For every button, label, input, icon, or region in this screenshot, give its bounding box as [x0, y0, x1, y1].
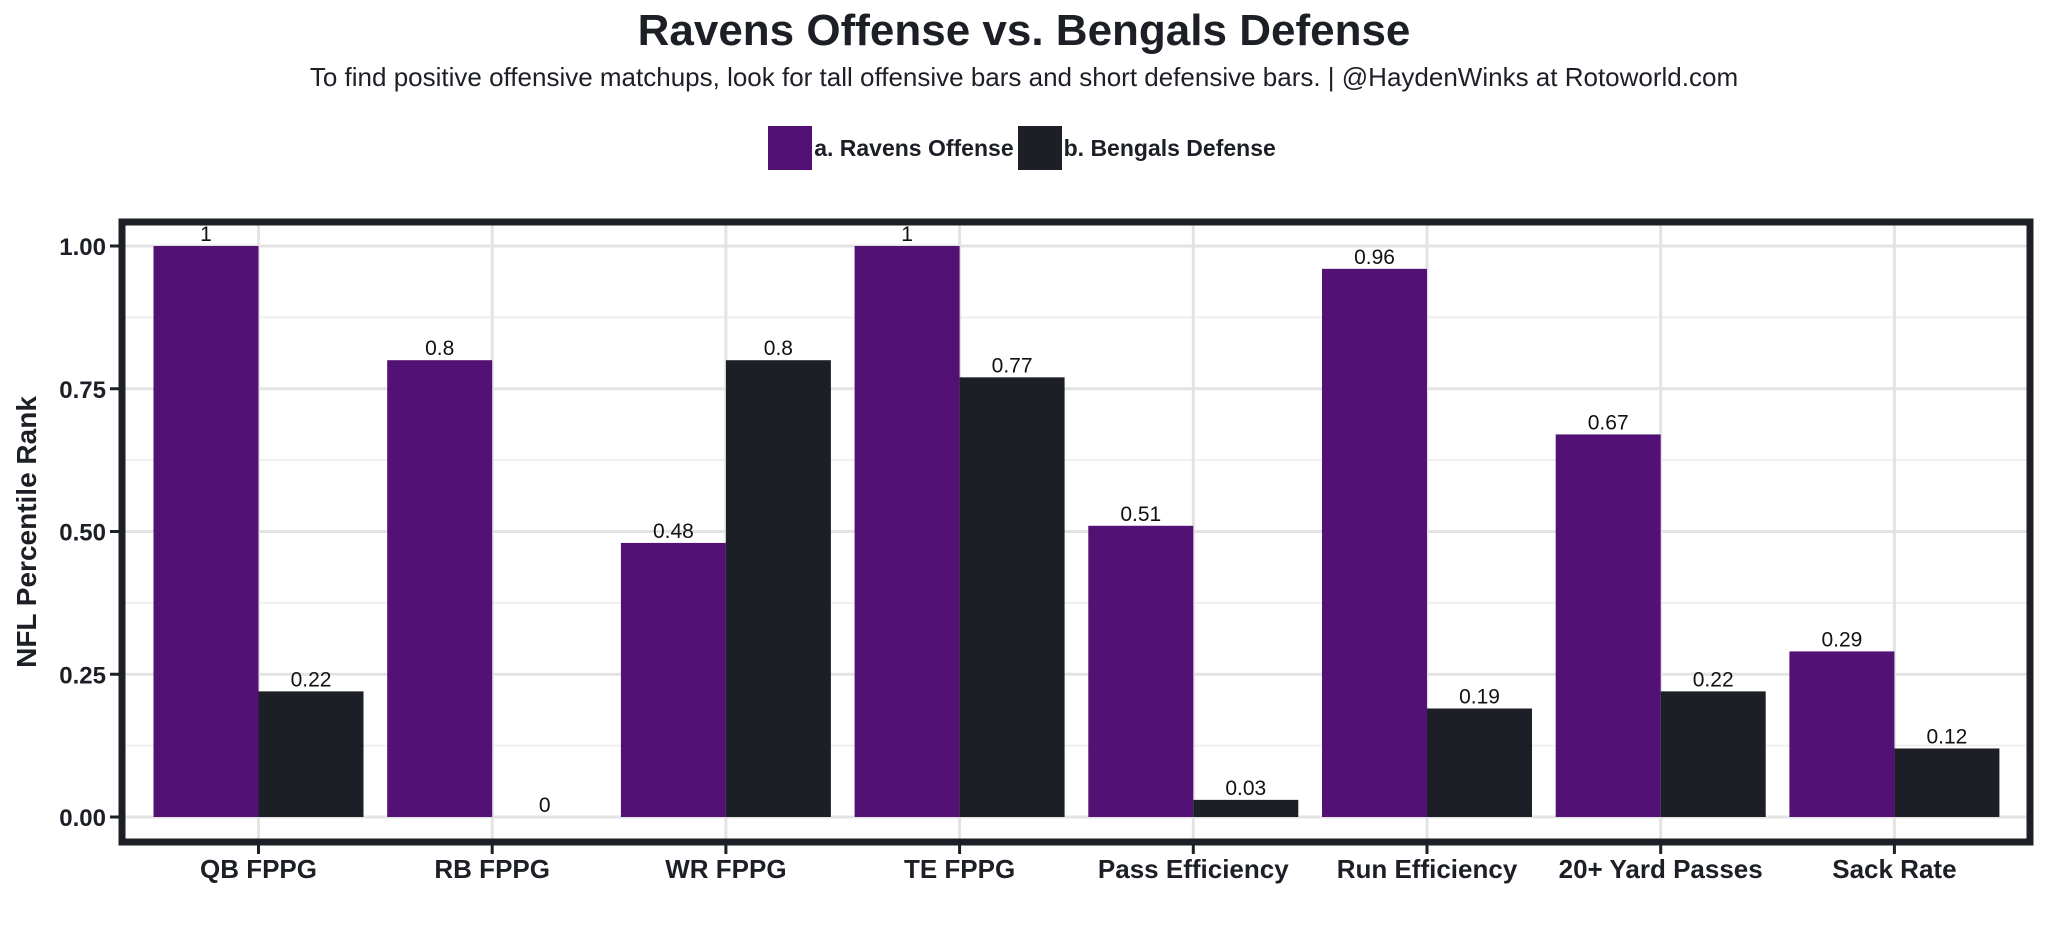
data-label: 0.51 [1120, 503, 1161, 526]
x-tick-label: WR FPPG [665, 854, 786, 884]
x-tick-label: Run Efficiency [1337, 854, 1518, 884]
data-label: 0.03 [1225, 777, 1266, 800]
y-tick-label: 1.00 [59, 234, 106, 261]
data-label: 0.48 [653, 520, 694, 543]
plot-panel-border [118, 218, 2034, 846]
bar-ravens-offense-1 [387, 360, 493, 817]
data-label: 0.8 [764, 337, 793, 360]
bar-ravens-offense-4 [1088, 525, 1194, 817]
bar-bengals-defense-0 [258, 691, 364, 817]
bars-group [153, 246, 2000, 818]
bar-bengals-defense-2 [725, 360, 831, 817]
bar-ravens-offense-3 [854, 246, 960, 817]
chart-title: Ravens Offense vs. Bengals Defense [637, 6, 1411, 55]
data-label: 0.77 [992, 354, 1033, 377]
y-tick-label: 0.00 [59, 805, 106, 832]
bar-ravens-offense-2 [620, 542, 726, 817]
data-label: 0.19 [1459, 686, 1500, 709]
legend-label-bengals-defense: b. Bengals Defense [1063, 134, 1276, 161]
bar-bengals-defense-3 [959, 377, 1065, 817]
data-label: 0 [539, 794, 551, 817]
bar-bengals-defense-5 [1427, 708, 1532, 817]
x-tick-label: TE FPPG [904, 854, 1015, 884]
x-axis: QB FPPG RB FPPG WR FPPG TE FPPG Pass Efficie… [200, 845, 1957, 884]
x-tick-label: RB FPPG [434, 854, 550, 884]
data-label: 1 [200, 223, 212, 246]
bar-bengals-defense-4 [1193, 799, 1299, 817]
bar-ravens-offense-7 [1789, 651, 1895, 817]
legend-label-ravens-offense: a. Ravens Offense [814, 134, 1014, 161]
y-axis-label: NFL Percentile Rank [11, 396, 42, 668]
legend-swatch-ravens-offense [768, 126, 813, 170]
y-tick-label: 0.75 [59, 377, 106, 404]
legend-item-bengals-defense: b. Bengals Defense [1017, 126, 1276, 170]
legend-swatch-bengals-defense [1017, 126, 1062, 170]
bar-bengals-defense-7 [1894, 748, 2000, 817]
data-label: 0.12 [1926, 725, 1967, 748]
legend-item-ravens-offense: a. Ravens Offense [768, 126, 1014, 170]
y-tick-label: 0.50 [59, 520, 106, 547]
bar-ravens-offense-0 [153, 246, 259, 817]
x-tick-label: Pass Efficiency [1098, 854, 1289, 884]
x-tick-label: 20+ Yard Passes [1559, 854, 1763, 884]
y-axis: 0.00 0.25 0.50 0.75 1.00 [59, 234, 119, 832]
bar-bengals-defense-6 [1660, 691, 1766, 817]
data-label: 0.8 [425, 337, 454, 360]
x-tick-label: QB FPPG [200, 854, 317, 884]
data-label: 0.22 [291, 668, 332, 691]
bar-ravens-offense-5 [1322, 268, 1427, 818]
data-label: 0.29 [1821, 628, 1862, 651]
data-label: 0.67 [1588, 411, 1629, 434]
chart-subtitle: To find positive offensive matchups, loo… [309, 62, 1739, 92]
bar-ravens-offense-6 [1555, 434, 1661, 817]
data-label: 0.96 [1354, 246, 1395, 269]
legend: a. Ravens Offense b. Bengals Defense [0, 126, 2048, 170]
y-tick-label: 0.25 [59, 662, 106, 689]
x-tick-label: Sack Rate [1832, 854, 1956, 884]
data-label: 0.22 [1693, 668, 1734, 691]
data-labels-group: 1 0.8 0.48 1 0.51 0.96 0.67 0.29 0.22 0 0.8 0.77 0.0… [200, 223, 1967, 817]
data-label: 1 [901, 223, 913, 246]
